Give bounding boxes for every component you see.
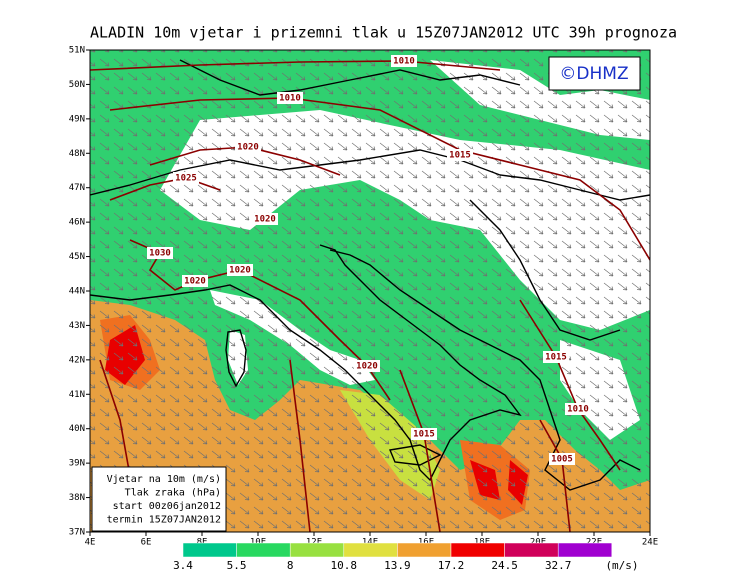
lat-tick-label: 38N	[69, 493, 85, 503]
isobar-label: 1010	[393, 57, 415, 67]
isobar-label: 1010	[279, 94, 301, 104]
isobar-label-bg	[252, 213, 278, 225]
colorbar-label: 17.2	[438, 559, 465, 572]
logo-box	[548, 56, 641, 91]
isobar-label: 1020	[356, 362, 378, 372]
lat-tick-label: 41N	[69, 390, 85, 400]
lat-tick-label: 47N	[69, 183, 85, 193]
isobar-label-bg	[391, 55, 417, 67]
isobar-label-bg	[182, 275, 208, 287]
isobar-label: 1025	[175, 174, 197, 184]
info-box	[91, 466, 227, 532]
isobar-label-bg	[447, 149, 473, 161]
isobar-label: 1015	[449, 151, 471, 161]
isobar-label: 1015	[545, 353, 567, 363]
lat-tick-label: 39N	[69, 459, 85, 469]
map-title: ALADIN 10m vjetar i prizemni tlak u 15Z0…	[90, 24, 677, 42]
isobar-label: 1020	[254, 215, 276, 225]
colorbar-unit: (m/s)	[605, 559, 638, 572]
lon-tick-label: 12E	[306, 538, 322, 548]
lat-tick-label: 50N	[69, 80, 85, 90]
isobar-label: 1020	[237, 143, 259, 153]
isobar-label: 1005	[551, 455, 573, 465]
isobar-label-bg	[411, 428, 437, 440]
colorbar-box	[397, 542, 452, 558]
lat-tick-label: 43N	[69, 321, 85, 331]
colorbar-box	[450, 542, 505, 558]
isobar-label: 1030	[149, 249, 171, 259]
lon-tick-label: 8E	[197, 538, 208, 548]
colorbar-label: 3.4	[173, 559, 193, 572]
lat-tick-label: 49N	[69, 114, 85, 124]
info-line: termin 15Z07JAN2012	[107, 515, 221, 526]
lat-tick-label: 40N	[69, 424, 85, 434]
lon-tick-label: 6E	[141, 538, 152, 548]
lon-tick-label: 16E	[418, 538, 434, 548]
lon-tick-label: 24E	[642, 538, 658, 548]
isobar-label: 1020	[229, 266, 251, 276]
colorbar-box	[557, 542, 613, 558]
lon-tick-label: 22E	[586, 538, 602, 548]
info-line: Tlak zraka (hPa)	[125, 488, 221, 499]
isobar-label-bg	[565, 403, 591, 415]
colorbar-label: 8	[287, 559, 294, 572]
lon-tick-label: 20E	[530, 538, 546, 548]
lat-tick-label: 42N	[69, 355, 85, 365]
isobar-label: 1015	[413, 430, 435, 440]
lat-tick-label: 48N	[69, 149, 85, 159]
colorbar-label: 24.5	[491, 559, 518, 572]
colorbar-box	[236, 542, 291, 558]
isobar-label: 1020	[184, 277, 206, 287]
colorbar-label: 32.7	[545, 559, 572, 572]
info-line: start 00z06jan2012	[113, 501, 221, 512]
isobar-label-bg	[354, 360, 380, 372]
colorbar-box	[343, 542, 398, 558]
isobar-label-bg	[173, 172, 199, 184]
isobar-label-bg	[235, 141, 261, 153]
lat-tick-label: 46N	[69, 218, 85, 228]
info-line: Vjetar na 10m (m/s)	[107, 474, 221, 485]
isobar-label-bg	[543, 351, 569, 363]
isobar-label-bg	[549, 453, 575, 465]
map-field	[90, 50, 650, 532]
colorbar-box	[182, 542, 237, 558]
isobar-label: 1010	[567, 405, 589, 415]
isobar-label-bg	[227, 264, 253, 276]
colorbar-label: 10.8	[331, 559, 358, 572]
isobar-label-bg	[147, 247, 173, 259]
lon-tick-label: 10E	[250, 538, 266, 548]
lat-tick-label: 51N	[69, 46, 85, 56]
colorbar-box	[289, 542, 345, 558]
lat-tick-label: 45N	[69, 252, 85, 262]
colorbar-label: 5.5	[227, 559, 247, 572]
lon-tick-label: 4E	[85, 538, 96, 548]
lon-tick-label: 14E	[362, 538, 378, 548]
colorbar-box	[504, 542, 559, 558]
colorbar-label: 13.9	[384, 559, 411, 572]
lat-tick-label: 37N	[69, 528, 85, 538]
lon-tick-label: 18E	[474, 538, 490, 548]
isobar-label-bg	[277, 92, 303, 104]
logo: ©DHMZ	[559, 64, 628, 84]
lat-tick-label: 44N	[69, 287, 85, 297]
